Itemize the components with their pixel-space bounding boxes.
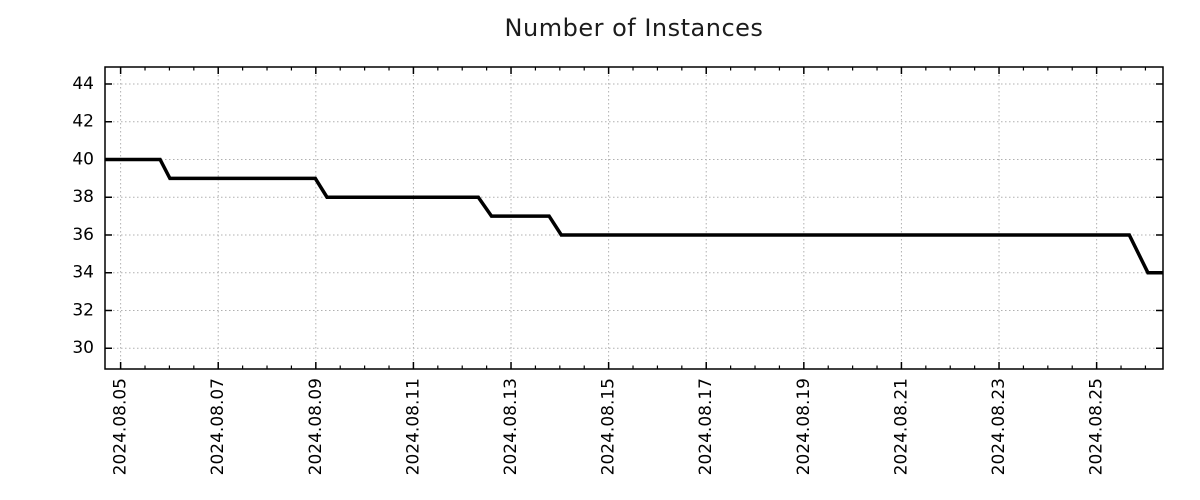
y-tick-label: 36 <box>72 225 94 245</box>
x-tick-label: 2024.08.11 <box>403 378 423 475</box>
x-tick-label: 2024.08.19 <box>794 378 814 475</box>
x-tick-label: 2024.08.21 <box>891 378 911 475</box>
x-tick-label: 2024.08.09 <box>306 378 326 475</box>
plot-border <box>104 66 1164 370</box>
series-line <box>105 157 1163 275</box>
y-tick-label: 42 <box>72 112 94 132</box>
y-tick-label: 34 <box>72 263 94 283</box>
x-tick-label: 2024.08.05 <box>111 378 131 475</box>
x-tick-label: 2024.08.25 <box>1087 378 1107 475</box>
x-tick-label: 2024.08.15 <box>599 378 619 475</box>
y-tick-label: 44 <box>72 74 94 94</box>
y-tick-label: 40 <box>72 149 94 169</box>
y-tick-label: 30 <box>72 338 94 358</box>
x-tick-label: 2024.08.23 <box>989 378 1009 475</box>
x-tick-label: 2024.08.07 <box>208 378 228 475</box>
x-tick-label: 2024.08.13 <box>501 378 521 475</box>
y-tick-label: 32 <box>72 300 94 320</box>
y-tick-label: 38 <box>72 187 94 207</box>
chart-title: Number of Instances <box>504 14 764 42</box>
x-tick-label: 2024.08.17 <box>696 378 716 475</box>
